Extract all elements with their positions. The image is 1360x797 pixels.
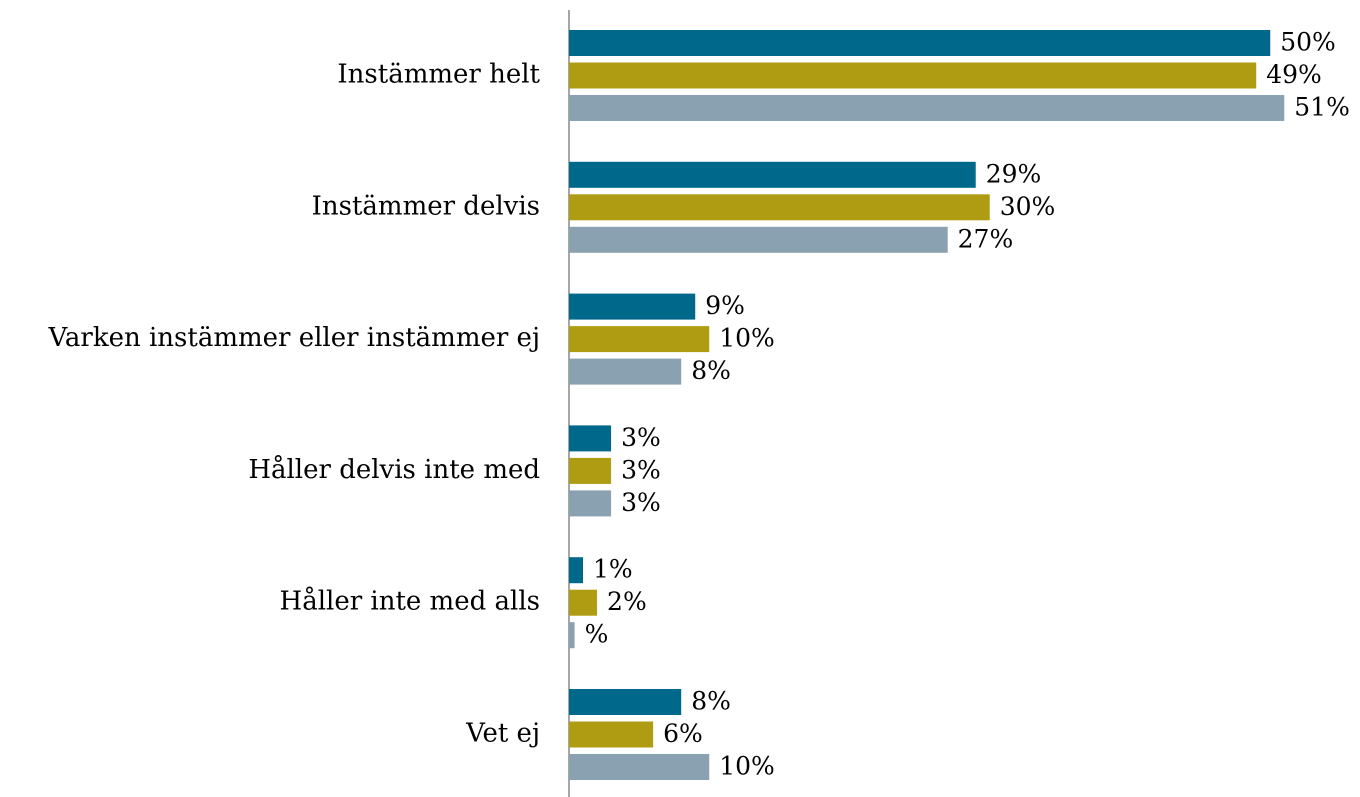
value-label: 29% <box>986 159 1042 188</box>
value-label: 51% <box>1294 93 1350 122</box>
value-label: 3% <box>621 488 661 517</box>
value-label: 2% <box>607 587 647 616</box>
bar <box>569 721 654 748</box>
bar <box>569 457 612 484</box>
bar <box>569 194 990 221</box>
value-label: 6% <box>663 719 703 748</box>
value-label: 9% <box>705 291 745 320</box>
value-label: 27% <box>958 224 1014 253</box>
bar <box>569 62 1257 89</box>
value-label: 3% <box>621 455 661 484</box>
bar <box>569 358 682 385</box>
value-label: 10% <box>719 752 775 781</box>
value-label: 50% <box>1280 28 1336 57</box>
category-label: Håller inte med alls <box>280 586 540 617</box>
value-label: 30% <box>1000 192 1056 221</box>
bar <box>569 622 575 649</box>
category-label: Instämmer delvis <box>312 191 540 221</box>
category-label: Håller delvis inte med <box>248 454 540 485</box>
bar <box>569 490 612 517</box>
bar <box>569 589 598 616</box>
value-label: 10% <box>719 324 775 353</box>
value-label: 8% <box>691 687 731 716</box>
bar <box>569 95 1285 121</box>
category-label: Instämmer helt <box>337 60 540 90</box>
bar <box>569 326 710 353</box>
bar <box>569 689 682 715</box>
value-label: % <box>585 620 609 649</box>
value-label: 1% <box>593 555 633 584</box>
bar <box>569 425 612 452</box>
bar <box>569 557 584 584</box>
category-label: Varken instämmer eller instämmer ej <box>48 323 541 353</box>
bar <box>569 161 976 188</box>
bar <box>569 754 710 780</box>
value-label: 49% <box>1266 60 1322 89</box>
bar <box>569 30 1271 56</box>
value-label: 3% <box>621 423 661 452</box>
bar <box>569 293 696 320</box>
category-label: Vet ej <box>465 719 540 749</box>
value-label: 8% <box>691 356 731 385</box>
bar <box>569 226 948 253</box>
